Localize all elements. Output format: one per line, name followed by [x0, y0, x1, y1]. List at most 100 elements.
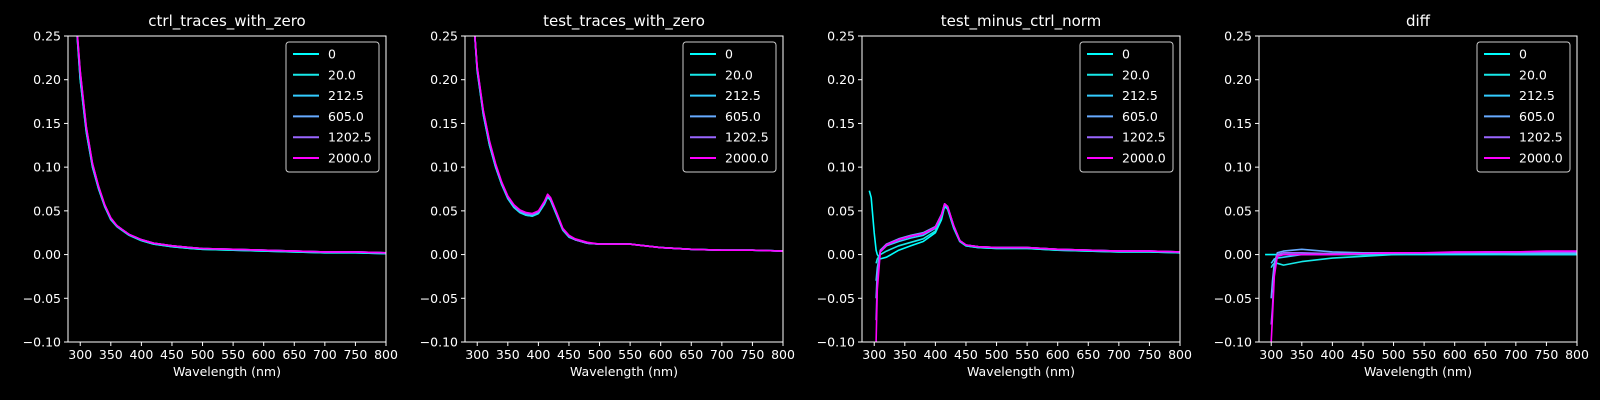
- x-tick-label: 700: [1107, 347, 1131, 362]
- x-tick-label: 500: [588, 347, 612, 362]
- x-tick-label: 600: [1046, 347, 1070, 362]
- x-axis-label: Wavelength (nm): [967, 364, 1075, 379]
- x-tick-label: 650: [1076, 347, 1100, 362]
- legend-label-2: 212.5: [1519, 88, 1555, 103]
- legend-label-2: 212.5: [328, 88, 364, 103]
- chart-title: test_traces_with_zero: [543, 12, 705, 31]
- y-tick-label: −0.10: [817, 335, 855, 350]
- y-tick-label: −0.05: [420, 291, 458, 306]
- y-tick-label: 0.20: [1224, 72, 1252, 87]
- legend-label-4: 1202.5: [328, 130, 372, 145]
- y-tick-label: 0.15: [430, 116, 458, 131]
- series-line-5: [1270, 250, 1577, 342]
- legend-label-2: 212.5: [1122, 88, 1158, 103]
- x-tick-label: 400: [526, 347, 550, 362]
- x-tick-label: 750: [343, 347, 367, 362]
- axes-frame: [861, 35, 1181, 343]
- chart-title: test_minus_ctrl_norm: [941, 12, 1102, 31]
- x-tick-label: 750: [1534, 347, 1558, 362]
- x-tick-label: 750: [1137, 347, 1161, 362]
- legend: 0 20.0 212.5 605.0 1202.5 2000.0: [682, 41, 777, 173]
- series-group: [1265, 248, 1577, 342]
- axes-frame: [1258, 35, 1578, 343]
- x-tick-label: 550: [221, 347, 245, 362]
- x-tick-label: 500: [985, 347, 1009, 362]
- x-tick-label: 400: [129, 347, 153, 362]
- series-group: [76, 36, 386, 255]
- x-tick-label: 350: [99, 347, 123, 362]
- y-tick-label: 0.10: [430, 160, 458, 175]
- x-tick-label: 650: [679, 347, 703, 362]
- legend-label-3: 605.0: [1122, 109, 1158, 124]
- y-tick-label: 0.25: [827, 29, 855, 44]
- x-tick-label: 700: [313, 347, 337, 362]
- x-tick-label: 450: [1351, 347, 1375, 362]
- x-tick-label: 400: [923, 347, 947, 362]
- series-line-5: [474, 36, 783, 252]
- legend-label-1: 20.0: [1122, 67, 1150, 82]
- series-line-5: [875, 203, 1180, 342]
- y-tick-label: −0.10: [420, 335, 458, 350]
- x-axis-label: Wavelength (nm): [1364, 364, 1472, 379]
- x-tick-label: 300: [862, 347, 886, 362]
- x-tick-label: 500: [191, 347, 215, 362]
- y-tick-label: 0.25: [33, 29, 61, 44]
- legend-label-4: 1202.5: [1519, 130, 1563, 145]
- x-tick-label: 300: [465, 347, 489, 362]
- x-tick-label: 750: [740, 347, 764, 362]
- chart-title: diff: [1406, 12, 1431, 30]
- legend-label-0: 0: [328, 47, 336, 62]
- x-tick-label: 350: [893, 347, 917, 362]
- y-tick-label: 0.05: [827, 203, 855, 218]
- x-tick-label: 800: [771, 347, 795, 362]
- x-tick-label: 400: [1320, 347, 1344, 362]
- x-tick-label: 550: [1015, 347, 1039, 362]
- y-tick-label: 0.10: [827, 160, 855, 175]
- x-tick-label: 300: [1259, 347, 1283, 362]
- panel-0: ctrl_traces_with_zero 300 350 400 450 500 550 6…: [23, 12, 398, 379]
- y-tick-label: 0.20: [33, 72, 61, 87]
- y-tick-label: 0.15: [1224, 116, 1252, 131]
- y-tick-label: 0.05: [1224, 203, 1252, 218]
- legend: 0 20.0 212.5 605.0 1202.5 2000.0: [1079, 41, 1174, 173]
- legend-label-0: 0: [1122, 47, 1130, 62]
- y-tick-label: 0.20: [430, 72, 458, 87]
- y-tick-label: 0.10: [33, 160, 61, 175]
- legend-label-4: 1202.5: [725, 130, 769, 145]
- legend-label-4: 1202.5: [1122, 130, 1166, 145]
- x-tick-label: 700: [1504, 347, 1528, 362]
- x-tick-label: 600: [252, 347, 276, 362]
- x-tick-label: 350: [496, 347, 520, 362]
- y-tick-label: 0.00: [430, 247, 458, 262]
- x-tick-label: 550: [1412, 347, 1436, 362]
- x-tick-label: 800: [1168, 347, 1192, 362]
- legend-label-0: 0: [1519, 47, 1527, 62]
- y-tick-label: 0.25: [430, 29, 458, 44]
- y-tick-label: 0.00: [33, 247, 61, 262]
- y-tick-label: 0.20: [827, 72, 855, 87]
- legend-label-3: 605.0: [725, 109, 761, 124]
- y-tick-label: −0.05: [817, 291, 855, 306]
- series-line-3: [1270, 248, 1577, 299]
- x-tick-label: 800: [374, 347, 398, 362]
- panel-1: test_traces_with_zero 300 350 400 450 500 550 6…: [420, 12, 795, 379]
- chart-title: ctrl_traces_with_zero: [148, 12, 305, 31]
- legend-label-5: 2000.0: [1122, 151, 1166, 166]
- y-tick-label: 0.05: [430, 203, 458, 218]
- x-axis-label: Wavelength (nm): [570, 364, 678, 379]
- x-tick-label: 700: [710, 347, 734, 362]
- y-tick-label: 0.10: [1224, 160, 1252, 175]
- legend-label-1: 20.0: [1519, 67, 1547, 82]
- x-tick-label: 650: [1473, 347, 1497, 362]
- y-tick-label: −0.10: [23, 335, 61, 350]
- x-tick-label: 500: [1382, 347, 1406, 362]
- y-tick-label: −0.05: [23, 291, 61, 306]
- legend-label-0: 0: [725, 47, 733, 62]
- x-tick-label: 800: [1565, 347, 1589, 362]
- panel-2: test_minus_ctrl_norm 300 350 400 450 500 550 60…: [817, 12, 1192, 379]
- x-axis-label: Wavelength (nm): [173, 364, 281, 379]
- legend-label-1: 20.0: [328, 67, 356, 82]
- legend-label-1: 20.0: [725, 67, 753, 82]
